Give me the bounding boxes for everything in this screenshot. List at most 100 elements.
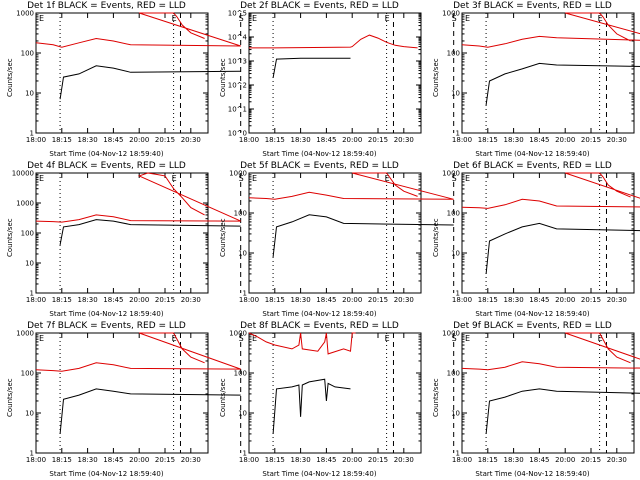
plot-svg: 1 10 100 1000 18:00 18:15 18:30 18:45 20:00 20:15… [442, 170, 640, 304]
lld-series-line [461, 332, 640, 371]
y-tick-label: 1 [30, 130, 34, 138]
x-tick-label: 20:30 [181, 456, 201, 464]
y-tick-label: 10 [25, 410, 34, 418]
y-tick-label: 10 [451, 410, 460, 418]
lld-series-line [248, 172, 454, 200]
marker-annotation: E [385, 334, 390, 343]
x-tick-label: 18:30 [504, 456, 524, 464]
x-axis-label: Start Time (04-Nov-12 18:59:40) [49, 310, 164, 318]
x-tick-label: 18:45 [529, 136, 549, 144]
x-tick-label: 18:30 [78, 456, 98, 464]
x-tick-label: 20:15 [368, 456, 388, 464]
panel-title: Det 1f BLACK = Events, RED = LLD [27, 1, 186, 11]
y-tick-label: 10^1 [228, 106, 247, 114]
x-tick-label: 18:00 [239, 456, 259, 464]
marker-annotation: E [39, 14, 44, 23]
y-tick-label: 10 [25, 90, 34, 98]
x-tick-label: 20:15 [368, 136, 388, 144]
plot-svg: 1 10 100 1000 18:00 18:15 18:30 18:45 20:00 20:15… [229, 330, 457, 465]
y-tick-label: 100 [447, 210, 460, 218]
marker-annotation: E [172, 334, 177, 343]
y-tick-label: 1 [456, 450, 460, 458]
x-tick-label: 18:30 [504, 136, 524, 144]
plot-frame [248, 172, 422, 294]
y-tick-label: 1 [456, 130, 460, 138]
marker-annotation: E [172, 174, 177, 183]
x-tick-label: 20:15 [581, 296, 601, 304]
events-series-line [59, 219, 241, 245]
x-tick-label: 20:15 [155, 136, 175, 144]
y-tick-label: 100 [234, 370, 247, 378]
panel-title: Det 9f BLACK = Events, RED = LLD [453, 321, 612, 331]
detector-panel-6: Det 6f BLACK = Events, RED = LLD Start Ti… [426, 160, 640, 320]
marker-annotation: E [465, 174, 470, 183]
panel-title: Det 4f BLACK = Events, RED = LLD [27, 161, 186, 171]
marker-annotation: E [465, 334, 470, 343]
marker-annotation: E [598, 14, 603, 23]
x-tick-label: 20:00 [129, 456, 149, 464]
x-tick-label: 20:00 [342, 456, 362, 464]
x-tick-label: 20:00 [555, 296, 575, 304]
x-tick-label: 18:15 [478, 456, 498, 464]
lld-series-line [248, 332, 356, 355]
marker-annotation: E [385, 14, 390, 23]
lld-series-line [461, 172, 640, 209]
x-tick-label: 20:30 [607, 296, 627, 304]
marker-annotation: E [598, 174, 603, 183]
y-tick-label: 1000 [16, 200, 34, 208]
x-tick-label: 20:00 [555, 456, 575, 464]
x-axis-label: Start Time (04-Nov-12 18:59:40) [475, 470, 590, 478]
y-tick-label: 1000 [442, 330, 460, 338]
x-tick-label: 20:30 [394, 456, 414, 464]
x-tick-label: 20:15 [155, 296, 175, 304]
events-series-line [272, 214, 454, 257]
y-tick-label: 10000 [12, 170, 34, 178]
events-series-line [272, 57, 351, 78]
y-tick-label: 10 [451, 250, 460, 258]
y-tick-label: 10^0 [228, 130, 247, 138]
x-tick-label: 18:00 [452, 456, 472, 464]
plot-svg: 1 10 100 1000 18:00 18:15 18:30 18:45 20:00 20:15… [16, 10, 244, 145]
events-series-line [485, 388, 640, 434]
events-series-line [59, 65, 241, 100]
x-tick-label: 18:15 [52, 296, 72, 304]
plot-frame [248, 12, 422, 134]
marker-annotation: E [39, 174, 44, 183]
x-tick-label: 20:00 [342, 136, 362, 144]
y-tick-label: 1000 [229, 170, 247, 178]
x-tick-label: 20:30 [181, 296, 201, 304]
y-tick-label: 1000 [229, 330, 247, 338]
marker-annotation: E [465, 14, 470, 23]
x-tick-label: 20:15 [368, 296, 388, 304]
x-axis-label: Start Time (04-Nov-12 18:59:40) [475, 150, 590, 158]
y-tick-label: 100 [21, 50, 34, 58]
x-tick-label: 20:15 [581, 456, 601, 464]
x-tick-label: 18:30 [291, 456, 311, 464]
x-tick-label: 18:45 [529, 296, 549, 304]
x-tick-label: 20:00 [555, 136, 575, 144]
x-tick-label: 18:30 [291, 136, 311, 144]
x-tick-label: 18:00 [26, 136, 46, 144]
marker-annotation: S [452, 334, 457, 343]
marker-annotation: S [239, 334, 244, 343]
x-axis-label: Start Time (04-Nov-12 18:59:40) [475, 310, 590, 318]
y-tick-label: 100 [447, 370, 460, 378]
detector-panel-3: Det 3f BLACK = Events, RED = LLD Start Ti… [426, 0, 640, 160]
x-tick-label: 18:15 [52, 456, 72, 464]
x-tick-label: 18:00 [26, 456, 46, 464]
panel-title: Det 5f BLACK = Events, RED = LLD [240, 161, 399, 171]
x-tick-label: 20:30 [607, 456, 627, 464]
plot-frame [461, 172, 635, 294]
lld-series-line [249, 34, 418, 49]
x-tick-label: 18:15 [265, 456, 285, 464]
marker-annotation: E [252, 14, 257, 23]
x-axis-label: Start Time (04-Nov-12 18:59:40) [262, 470, 377, 478]
plot-svg: 10^0 10^1 10^2 10^3 10^4 10^5 18:00 18:15 18:30 1… [228, 10, 457, 145]
panel-title: Det 8f BLACK = Events, RED = LLD [240, 321, 399, 331]
y-tick-label: 1000 [16, 10, 34, 18]
detector-panel-4: Det 4f BLACK = Events, RED = LLD Start Ti… [0, 160, 244, 320]
x-tick-label: 18:45 [529, 456, 549, 464]
x-tick-label: 20:30 [607, 136, 627, 144]
x-tick-label: 18:45 [316, 136, 336, 144]
